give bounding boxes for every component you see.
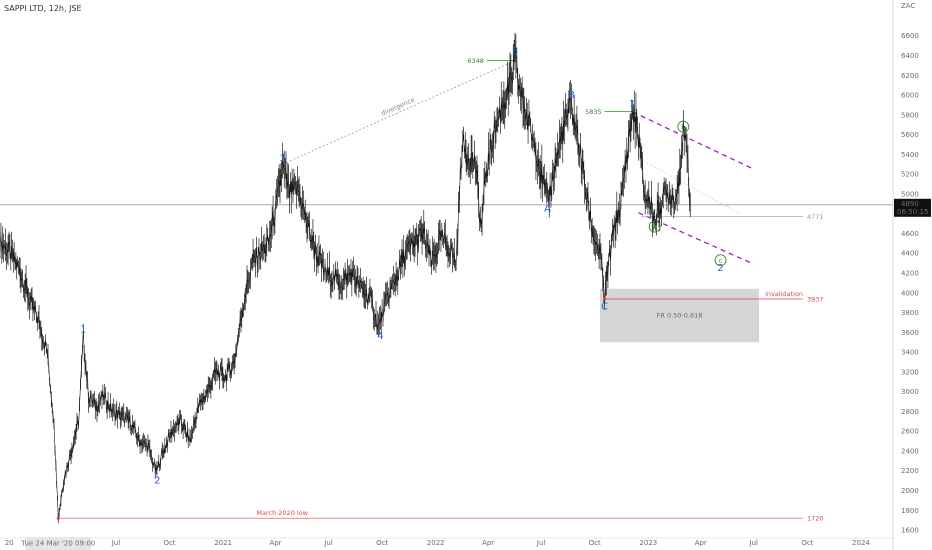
- x-tick-label: Oct: [801, 539, 813, 547]
- y-tick-label: 2800: [901, 408, 919, 416]
- circled-wave-label: a: [653, 223, 657, 231]
- x-tick-label: Oct: [589, 539, 601, 547]
- y-tick-label: 3800: [901, 309, 919, 317]
- channel-upper-line: [632, 111, 755, 170]
- y-tick-label: 3400: [901, 349, 919, 357]
- y-tick-label: 2600: [901, 428, 919, 436]
- y-tick-label: 6600: [901, 32, 919, 40]
- wave-label: 2: [717, 263, 723, 274]
- circled-wave-label: c: [719, 257, 723, 265]
- y-tick-label: 5800: [901, 111, 919, 119]
- y-tick-label: 4600: [901, 230, 919, 238]
- y-tick-label: 6000: [901, 92, 919, 100]
- y-tick-label: 4400: [901, 250, 919, 258]
- wave-top-5835-label: 5835: [585, 108, 602, 116]
- divergence-line: [282, 60, 516, 165]
- y-tick-label: 5600: [901, 131, 919, 139]
- wave-top-6348-label: 6348: [467, 57, 484, 65]
- wave-label: 1: [629, 99, 635, 110]
- price-series-layer: [0, 32, 691, 524]
- x-tick-label: Apr: [482, 539, 494, 547]
- invalidation-label: invalidation: [765, 290, 803, 298]
- y-tick-label: 2000: [901, 487, 919, 495]
- last-price-tag: [894, 198, 931, 217]
- annotation-labels-layer: divergence 4771 3937 1720 invalidation March …: [56, 47, 824, 523]
- y-tick-label: 6400: [901, 52, 919, 60]
- cursor-date-label: Tue 24 Mar '20 09:00: [20, 540, 95, 548]
- y-tick-label: 3600: [901, 329, 919, 337]
- y-tick-label: 2400: [901, 447, 919, 455]
- wave-label: B: [568, 90, 575, 101]
- y-tick-label: 5200: [901, 171, 919, 179]
- x-tick-label: 2021: [214, 539, 232, 547]
- x-tick-label: 2023: [639, 539, 657, 547]
- fib-zone-box: [599, 288, 760, 343]
- x-tick-label: 2024: [852, 539, 870, 547]
- last-price-value: 4890: [901, 200, 919, 208]
- y-tick-label: 6200: [901, 72, 919, 80]
- march-low-label: March 2020 low: [256, 509, 308, 517]
- level-4771-value: 4771: [807, 213, 824, 221]
- x-tick-label: 20: [5, 539, 14, 547]
- dotted-guide-line: [644, 160, 742, 216]
- wave-label: 2: [154, 476, 160, 487]
- divergence-label: divergence: [380, 96, 416, 118]
- x-tick-label: Jul: [749, 539, 759, 547]
- y-tick-label: 5400: [901, 151, 919, 159]
- x-tick-label: 2022: [427, 539, 445, 547]
- wave-label: 4: [377, 331, 383, 342]
- channel-lower-line: [638, 212, 755, 265]
- y-tick-label: 3200: [901, 368, 919, 376]
- x-tick-label: Jul: [111, 539, 121, 547]
- x-tick-label: Oct: [163, 539, 175, 547]
- cursor-date-tag: [25, 537, 92, 550]
- march-low-value: 1720: [807, 515, 824, 523]
- march-low-dot: [56, 516, 60, 520]
- x-tick-label: Apr: [269, 539, 281, 547]
- fib-zone-label: FR 0.50-0.618: [657, 312, 703, 320]
- fib-zone-layer: FR 0.50-0.618: [599, 288, 760, 343]
- wave-label: A: [544, 204, 551, 215]
- y-tick-label: 4000: [901, 289, 919, 297]
- x-tick-label: Oct: [376, 539, 388, 547]
- annotation-lines-layer: [0, 60, 893, 519]
- circled-wave-label: b: [681, 123, 685, 131]
- y-tick-label: 1600: [901, 527, 919, 535]
- y-tick-label: 2200: [901, 467, 919, 475]
- y-tick-label: 5000: [901, 190, 919, 198]
- wave-label: 5: [512, 47, 518, 58]
- chart-title: SAPPI LTD, 12h, JSE: [4, 4, 82, 13]
- y-tick-label: 4200: [901, 270, 919, 278]
- wave-label: 1: [80, 324, 86, 335]
- y-tick-label: 3000: [901, 388, 919, 396]
- wave-label: 3: [279, 153, 285, 164]
- invalidation-dot: [603, 297, 607, 301]
- bar-countdown: 06:50:15: [897, 208, 928, 216]
- price-line: [0, 47, 691, 521]
- x-tick-label: Apr: [695, 539, 707, 547]
- circled-wave-ring: [714, 254, 727, 267]
- circled-wave-ring: [677, 120, 690, 133]
- x-tick-label: Jul: [536, 539, 546, 547]
- currency-label: ZAC: [901, 2, 915, 10]
- invalidation-value: 3937: [807, 296, 824, 304]
- x-tick-label: Jul: [323, 539, 333, 547]
- price-axis-bg: [893, 0, 932, 550]
- y-tick-label: 1800: [901, 507, 919, 515]
- wave-label: C: [601, 302, 608, 313]
- circled-wave-ring: [648, 220, 661, 233]
